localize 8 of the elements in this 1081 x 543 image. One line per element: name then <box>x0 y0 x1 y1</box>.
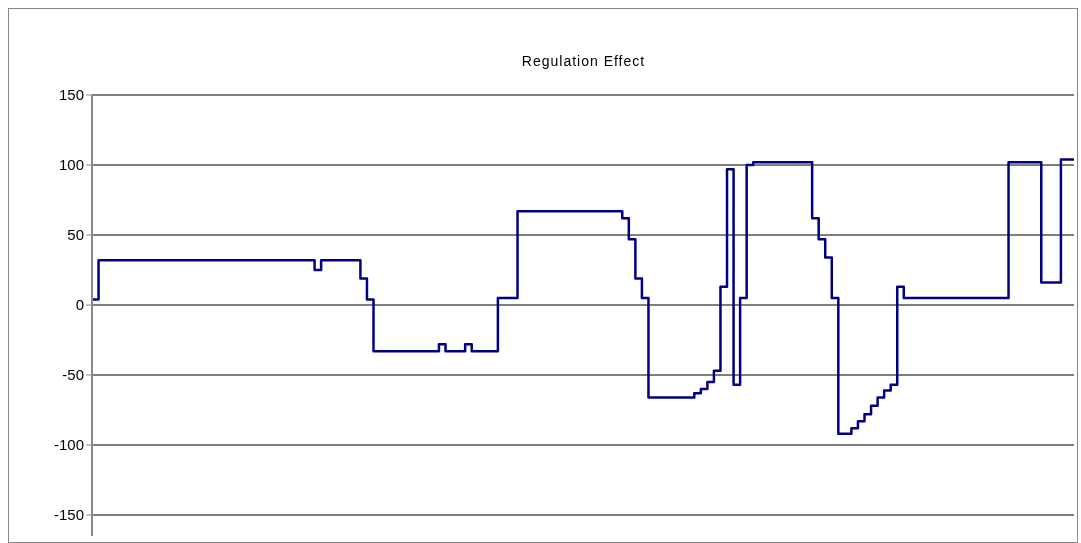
y-tick-label: 0 <box>75 296 84 314</box>
y-tick-label: 150 <box>58 86 84 104</box>
chart-title: Regulation Effect <box>520 53 647 69</box>
y-tick-label: -150 <box>53 506 84 524</box>
y-tick-label: -50 <box>62 366 84 384</box>
y-tick-label: 100 <box>58 156 84 174</box>
y-tick-label: -100 <box>53 436 84 454</box>
y-tick-label: 50 <box>67 226 84 244</box>
